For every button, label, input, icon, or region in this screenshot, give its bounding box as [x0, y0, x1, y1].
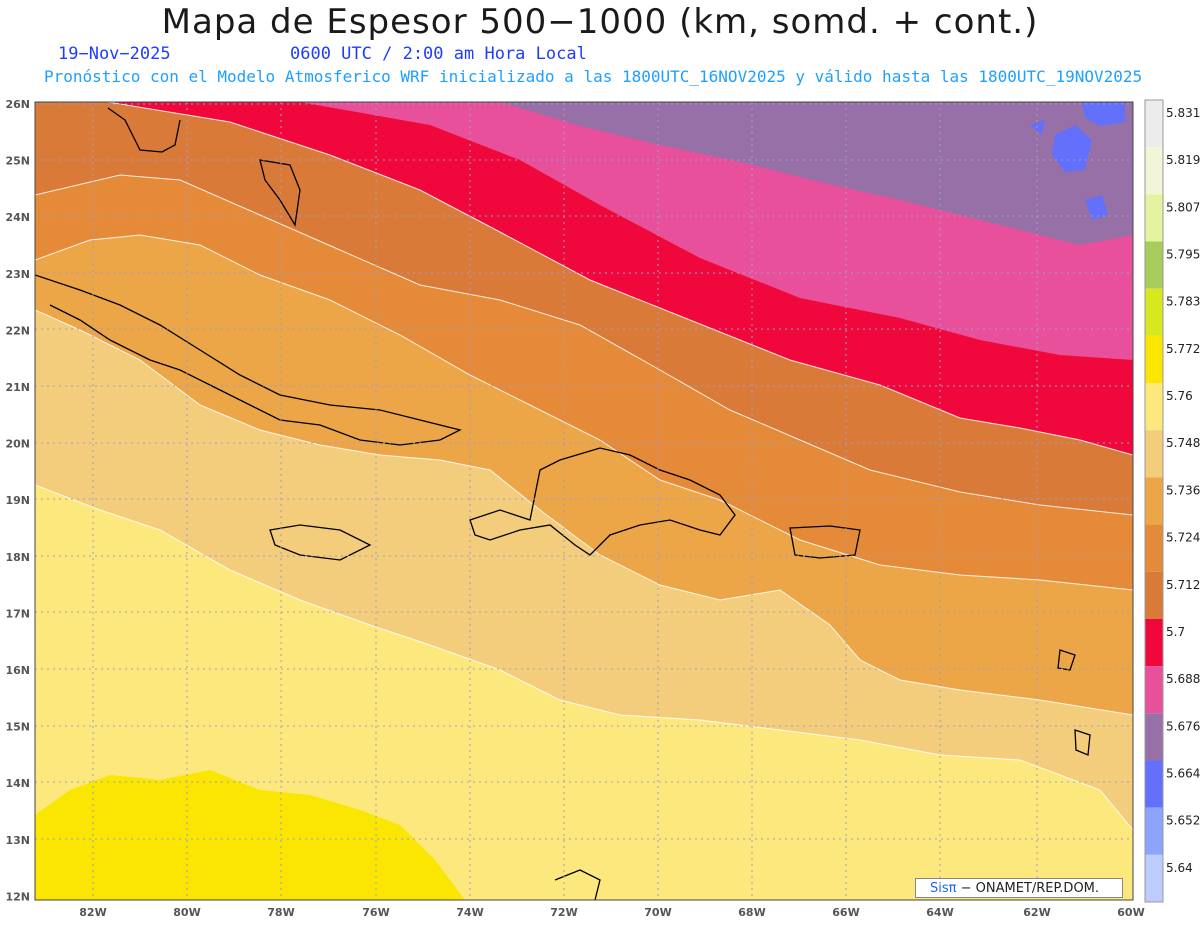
colorbar-level-label: 5.688	[1166, 672, 1200, 686]
colorbar-level-label: 5.831	[1166, 106, 1200, 120]
lat-tick-label: 26N	[5, 98, 30, 111]
lat-tick-label: 14N	[5, 777, 30, 790]
band-5676	[500, 102, 1133, 245]
colorbar-frame	[1144, 99, 1164, 903]
colorbar-level-label: 5.748	[1166, 436, 1200, 450]
colorbar-swatch	[1145, 147, 1163, 195]
colorbar-swatch	[1145, 430, 1163, 478]
colorbar-swatch	[1145, 477, 1163, 525]
colorbar-swatch	[1145, 288, 1163, 336]
colorbar-level-label: 5.819	[1166, 153, 1200, 167]
colorbar-swatch	[1145, 807, 1163, 855]
colorbar-swatch	[1145, 713, 1163, 761]
lat-tick-label: 25N	[5, 155, 30, 168]
lat-tick-label: 18N	[5, 551, 30, 564]
band-5700	[108, 102, 1133, 455]
grid	[35, 102, 1133, 900]
band-5664	[1082, 102, 1125, 126]
lon-tick-label: 74W	[456, 906, 483, 919]
lon-tick-label: 62W	[1023, 906, 1050, 919]
map-title: Mapa de Espesor 500−1000 (km, somd. + co…	[161, 2, 1039, 42]
colorbar-swatch	[1145, 335, 1163, 384]
lon-tick-label: 72W	[550, 906, 577, 919]
lat-tick-label: 19N	[5, 494, 30, 507]
credit-box: Sisπ − ONAMET/REP.DOM.	[915, 878, 1123, 898]
colorbar-swatch	[1145, 854, 1163, 902]
lon-tick-label: 80W	[173, 906, 200, 919]
colorbar-level-label: 5.7	[1166, 625, 1185, 639]
colorbar-swatch	[1145, 194, 1163, 242]
lat-tick-label: 15N	[5, 721, 30, 734]
credit-org: − ONAMET/REP.DOM.	[960, 881, 1100, 896]
lon-tick-label: 70W	[644, 906, 671, 919]
lat-tick-label: 17N	[5, 607, 30, 620]
colorbar: 5.831 5.819 5.807 5.795 5.783 5.772 5.76 5.748 5…	[1144, 99, 1200, 903]
colorbar-level-label: 5.795	[1166, 248, 1200, 262]
model-info: Pronóstico con el Modelo Atmosferico WRF…	[44, 67, 1143, 86]
colorbar-swatch	[1145, 383, 1163, 431]
band-5664-c	[1085, 195, 1108, 220]
colorbar-level-label: 5.772	[1166, 342, 1200, 356]
colorbar-swatch	[1145, 760, 1163, 808]
colorbar-level-label: 5.652	[1166, 814, 1200, 828]
lon-tick-label: 66W	[832, 906, 859, 919]
lon-tick-label: 64W	[926, 906, 953, 919]
coastlines	[35, 107, 1091, 900]
lat-tick-label: 23N	[5, 268, 30, 281]
colorbar-level-label: 5.736	[1166, 483, 1200, 497]
lon-tick-label: 60W	[1117, 906, 1144, 919]
forecast-time: 0600 UTC / 2:00 am Hora Local	[290, 44, 587, 64]
colorbar-swatch	[1145, 524, 1163, 572]
band-5772	[35, 770, 465, 900]
lon-tick-label: 68W	[738, 906, 765, 919]
lon-axis: 82W 80W 78W 76W 74W 72W 70W 68W 66W 64W 62W 60W	[79, 906, 1144, 919]
lat-axis: 26N 25N 24N 23N 22N 21N 20N 19N 18N 17N 16N 15N 14N 1…	[5, 98, 30, 903]
colorbar-level-label: 5.712	[1166, 578, 1200, 592]
colorbar-level-label: 5.64	[1166, 861, 1193, 875]
lat-tick-label: 16N	[5, 664, 30, 677]
colorbar-level-label: 5.676	[1166, 719, 1200, 733]
colorbar-level-label: 5.664	[1166, 766, 1200, 780]
colorbar-level-label: 5.807	[1166, 200, 1200, 214]
colorbar-level-label: 5.724	[1166, 531, 1200, 545]
colorbar-level-label: 5.76	[1166, 389, 1193, 403]
colorbar-swatch	[1145, 241, 1163, 289]
thickness-bands	[35, 102, 1133, 900]
lat-tick-label: 12N	[5, 890, 30, 903]
colorbar-swatch	[1145, 618, 1163, 667]
colorbar-swatch	[1145, 100, 1163, 148]
lat-tick-label: 20N	[5, 438, 30, 451]
forecast-date: 19−Nov−2025	[58, 44, 171, 64]
colorbar-swatch	[1145, 666, 1163, 714]
lon-tick-label: 76W	[362, 906, 389, 919]
credit-brand: Sisπ	[930, 881, 957, 896]
lat-tick-label: 13N	[5, 834, 30, 847]
colorbar-swatch	[1145, 571, 1163, 619]
lat-tick-label: 24N	[5, 211, 30, 224]
lat-tick-label: 22N	[5, 324, 30, 337]
colorbar-level-label: 5.783	[1166, 295, 1200, 309]
lon-tick-label: 78W	[267, 906, 294, 919]
lat-tick-label: 21N	[5, 381, 30, 394]
lon-tick-label: 82W	[79, 906, 106, 919]
